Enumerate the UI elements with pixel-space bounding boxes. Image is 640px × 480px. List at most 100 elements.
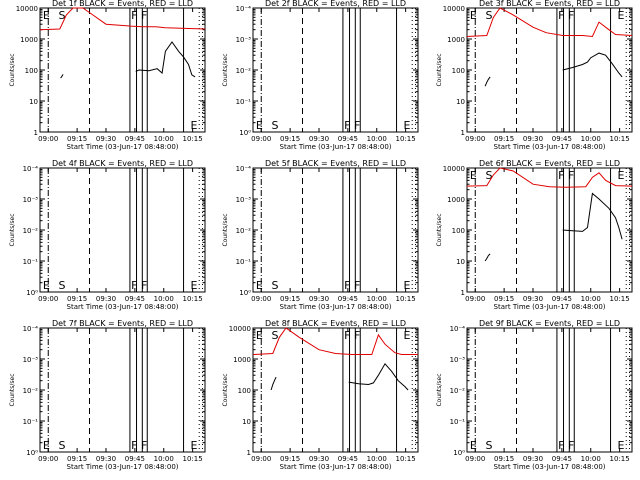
- flag-label: F: [354, 279, 360, 292]
- flag-label: S: [272, 119, 279, 132]
- x-tick-label: 10:00: [154, 455, 174, 463]
- lld-series-line: [466, 167, 633, 188]
- y-tick-label: 10⁰: [453, 449, 465, 457]
- y-tick-label: 1: [247, 449, 251, 457]
- flag-label: E: [470, 439, 477, 452]
- panel-title: Det 3f BLACK = Events, RED = LLD: [479, 0, 620, 8]
- x-tick-label: 09:00: [251, 135, 271, 143]
- flag-label: E: [256, 329, 263, 342]
- panel-title: Det 4f BLACK = Events, RED = LLD: [52, 159, 193, 168]
- y-axis-label: Counts/sec: [222, 373, 229, 406]
- events-series-line: [562, 192, 623, 240]
- flag-label: F: [344, 329, 350, 342]
- x-tick-label: 09:45: [125, 455, 145, 463]
- y-tick-label: 100: [452, 227, 465, 235]
- plot-frame: [466, 7, 633, 133]
- x-tick-label: 10:00: [367, 455, 387, 463]
- y-tick-label: 10⁰: [26, 449, 38, 457]
- y-tick-label: 1000: [447, 36, 465, 44]
- x-tick-label: 10:00: [154, 295, 174, 303]
- detector-panel-6: Det 6f BLACK = Events, RED = LLD 1 10 100 10…: [436, 159, 633, 311]
- x-tick-label: 09:30: [96, 135, 116, 143]
- events-series-line: [348, 362, 409, 391]
- flag-label: S: [59, 9, 66, 22]
- flag-label: E: [191, 119, 198, 132]
- y-tick-label: 10⁻²: [23, 227, 39, 235]
- y-tick-label: 1000: [20, 36, 38, 44]
- y-tick-label: 1: [461, 129, 465, 137]
- x-tick-label: 09:00: [38, 455, 58, 463]
- flag-label: S: [272, 279, 279, 292]
- y-tick-label: 10⁻²: [23, 387, 39, 395]
- events-series-line: [484, 76, 491, 87]
- events-series-line: [135, 41, 196, 78]
- y-tick-label: 1000: [447, 196, 465, 204]
- flag-label: S: [486, 9, 493, 22]
- flag-label: E: [43, 279, 50, 292]
- detector-panel-9: Det 9f BLACK = Events, RED = LLD 10⁰ 10⁻¹ 1…: [436, 319, 633, 471]
- y-axis-label: Counts/sec: [436, 373, 443, 406]
- flag-label: E: [618, 439, 625, 452]
- y-axis-label: Counts/sec: [436, 53, 443, 86]
- y-tick-label: 10: [29, 98, 38, 106]
- detector-panel-4: Det 4f BLACK = Events, RED = LLD 10⁰ 10⁻¹ 1…: [9, 159, 206, 311]
- panel-title: Det 1f BLACK = Events, RED = LLD: [52, 0, 193, 8]
- flag-label: F: [141, 9, 147, 22]
- x-tick-label: 10:00: [367, 295, 387, 303]
- flag-label: S: [272, 329, 279, 342]
- x-tick-label: 09:00: [465, 135, 485, 143]
- flag-label: F: [568, 9, 574, 22]
- x-tick-label: 10:00: [154, 135, 174, 143]
- x-axis-label: Start Time (03-Jun-17 08:48:00): [280, 303, 392, 311]
- events-series-line: [60, 74, 64, 79]
- x-axis-label: Start Time (03-Jun-17 08:48:00): [494, 463, 606, 471]
- flag-label: F: [354, 329, 360, 342]
- y-tick-label: 10: [456, 258, 465, 266]
- x-tick-label: 09:15: [67, 135, 87, 143]
- x-tick-label: 09:45: [125, 295, 145, 303]
- plot-frame: [39, 327, 206, 453]
- x-tick-label: 09:15: [280, 295, 300, 303]
- y-tick-label: 10: [242, 418, 251, 426]
- flag-label: F: [131, 439, 137, 452]
- x-tick-label: 09:00: [465, 295, 485, 303]
- panel-title: Det 9f BLACK = Events, RED = LLD: [479, 319, 620, 328]
- y-tick-label: 10⁻¹: [23, 418, 39, 426]
- flag-label: E: [470, 169, 477, 182]
- x-tick-label: 09:30: [523, 295, 543, 303]
- flag-label: E: [470, 9, 477, 22]
- x-tick-label: 09:45: [552, 455, 572, 463]
- x-tick-label: 09:30: [309, 135, 329, 143]
- x-tick-label: 09:45: [338, 455, 358, 463]
- x-tick-label: 10:15: [610, 455, 630, 463]
- y-axis-label: Counts/sec: [9, 53, 16, 86]
- y-tick-label: 10⁻²: [236, 67, 252, 75]
- x-tick-label: 09:45: [552, 295, 572, 303]
- flag-label: S: [486, 169, 493, 182]
- x-tick-label: 10:15: [183, 455, 203, 463]
- flag-label: E: [43, 9, 50, 22]
- x-tick-label: 09:15: [67, 295, 87, 303]
- detector-panel-5: Det 5f BLACK = Events, RED = LLD 10⁰ 10⁻¹ 1…: [222, 159, 419, 311]
- flag-label: E: [256, 119, 263, 132]
- flag-label: E: [43, 439, 50, 452]
- y-tick-label: 1000: [233, 356, 251, 364]
- y-tick-label: 10000: [443, 165, 465, 173]
- y-tick-label: 100: [238, 387, 251, 395]
- x-tick-label: 10:00: [581, 295, 601, 303]
- flag-label: F: [344, 279, 350, 292]
- flag-label: F: [131, 9, 137, 22]
- detector-panel-7: Det 7f BLACK = Events, RED = LLD 10⁰ 10⁻¹ 1…: [9, 319, 206, 471]
- flag-label: F: [354, 119, 360, 132]
- y-tick-label: 10⁻²: [236, 227, 252, 235]
- x-tick-label: 10:00: [581, 455, 601, 463]
- flag-label: E: [191, 279, 198, 292]
- flag-label: F: [558, 439, 564, 452]
- x-tick-label: 09:00: [251, 455, 271, 463]
- detector-panel-1: Det 1f BLACK = Events, RED = LLD 1 10 100 10…: [9, 0, 206, 151]
- x-tick-label: 09:30: [523, 455, 543, 463]
- y-tick-label: 1: [34, 129, 38, 137]
- x-tick-label: 09:00: [38, 135, 58, 143]
- y-axis-label: Counts/sec: [9, 373, 16, 406]
- events-series-line: [270, 376, 277, 391]
